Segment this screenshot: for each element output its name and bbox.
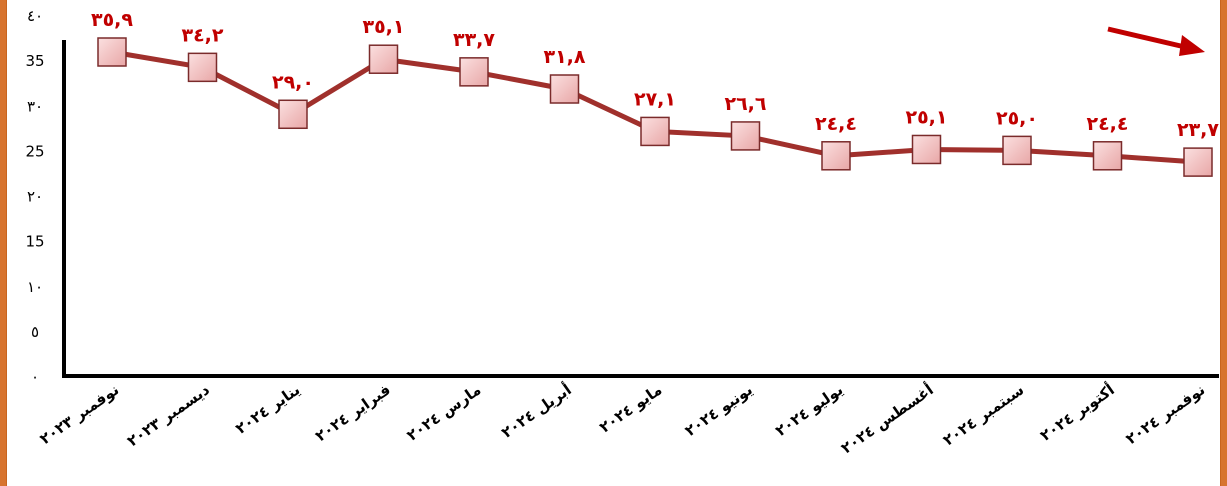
data-label: ٣٣,٧ — [453, 29, 495, 51]
trend-arrow — [1107, 26, 1205, 56]
data-label: ٢٥,١ — [905, 106, 947, 128]
y-tick-label: ٥ — [31, 323, 39, 341]
y-tick-label: 25 — [25, 142, 44, 160]
data-label: ٢٦,٦ — [724, 93, 766, 115]
x-category-label: مارس ٢٠٢٤ — [403, 381, 484, 445]
x-category-label: سبتمبر ٢٠٢٤ — [940, 381, 1028, 450]
data-label: ٣١,٨ — [543, 46, 585, 68]
data-label: ٣٤,٢ — [181, 24, 223, 46]
data-label: ٣٥,٩ — [91, 9, 133, 31]
data-point-marker — [368, 44, 399, 74]
y-tick-label: ٣٠ — [27, 97, 43, 115]
data-point-marker — [1183, 147, 1213, 177]
x-category-label: أغسطس ٢٠٢٤ — [837, 380, 937, 458]
x-category-label: نوفمبر ٢٠٢٣ — [36, 381, 122, 449]
x-category-label: يناير ٢٠٢٤ — [232, 381, 303, 438]
data-point-marker — [640, 116, 670, 147]
data-point-marker — [549, 74, 580, 104]
data-point-marker — [278, 99, 308, 130]
y-tick-label: ٠ — [31, 368, 39, 386]
x-category-label: أبريل ٢٠٢٤ — [498, 380, 575, 442]
data-label: ٢٩,٠ — [272, 71, 314, 93]
data-point-marker — [911, 134, 942, 165]
data-label: ٢٧,١ — [634, 88, 676, 110]
data-point-marker — [730, 121, 761, 151]
y-tick-label: 15 — [25, 233, 44, 251]
series-markers — [97, 37, 1213, 177]
x-category-label: يوليو ٢٠٢٤ — [772, 381, 846, 441]
data-label: ٢٤,٤ — [1086, 113, 1128, 135]
data-labels: ٣٥,٩ ٣٤,٢ ٢٩,٠ ٣٥,١ ٣٣,٧ ٣١,٨ ٢٧,١ ٢٦,٦ ٢٤,٤ ٢٥,١… — [91, 9, 1219, 141]
line-chart: ٠ ٥ ١٠ 15 ٢٠ 25 ٣٠ 35 ٤٠ ٣٥,٩ ٣٤,٢ ٢٩,٠ ٣٥,١ ٣٣,٧ ٣١,… — [25, 7, 1219, 458]
x-category-label: مايو ٢٠٢٤ — [596, 381, 665, 437]
data-point-marker — [97, 37, 127, 67]
chart-frame: ٠ ٥ ١٠ 15 ٢٠ 25 ٣٠ 35 ٤٠ ٣٥,٩ ٣٤,٢ ٢٩,٠ ٣٥,١ ٣٣,٧ ٣١,… — [6, 0, 1221, 486]
data-point-marker — [1092, 141, 1123, 171]
data-label: ٢٣,٧ — [1177, 119, 1219, 141]
data-point-marker — [1002, 135, 1032, 166]
x-category-label: يونيو ٢٠٢٤ — [682, 381, 756, 441]
data-point-marker — [187, 52, 218, 83]
y-tick-label: ١٠ — [27, 278, 43, 296]
y-tick-label: ٤٠ — [27, 7, 43, 25]
y-tick-label: 35 — [25, 52, 44, 70]
data-label: ٢٥,٠ — [996, 107, 1038, 129]
y-tick-label: ٢٠ — [27, 188, 43, 206]
x-category-label: نوفمبر ٢٠٢٤ — [1122, 381, 1208, 449]
y-axis-ticks: ٠ ٥ ١٠ 15 ٢٠ 25 ٣٠ 35 ٤٠ — [25, 7, 44, 386]
data-label: ٣٥,١ — [362, 16, 404, 38]
data-point-marker — [821, 141, 851, 171]
x-category-label: أكتوبر ٢٠٢٤ — [1036, 380, 1118, 445]
x-category-label: فبراير ٢٠٢٤ — [312, 381, 394, 446]
data-label: ٢٤,٤ — [815, 113, 857, 135]
data-point-marker — [459, 57, 489, 87]
x-category-label: ديسمبر ٢٠٢٣ — [124, 380, 213, 450]
